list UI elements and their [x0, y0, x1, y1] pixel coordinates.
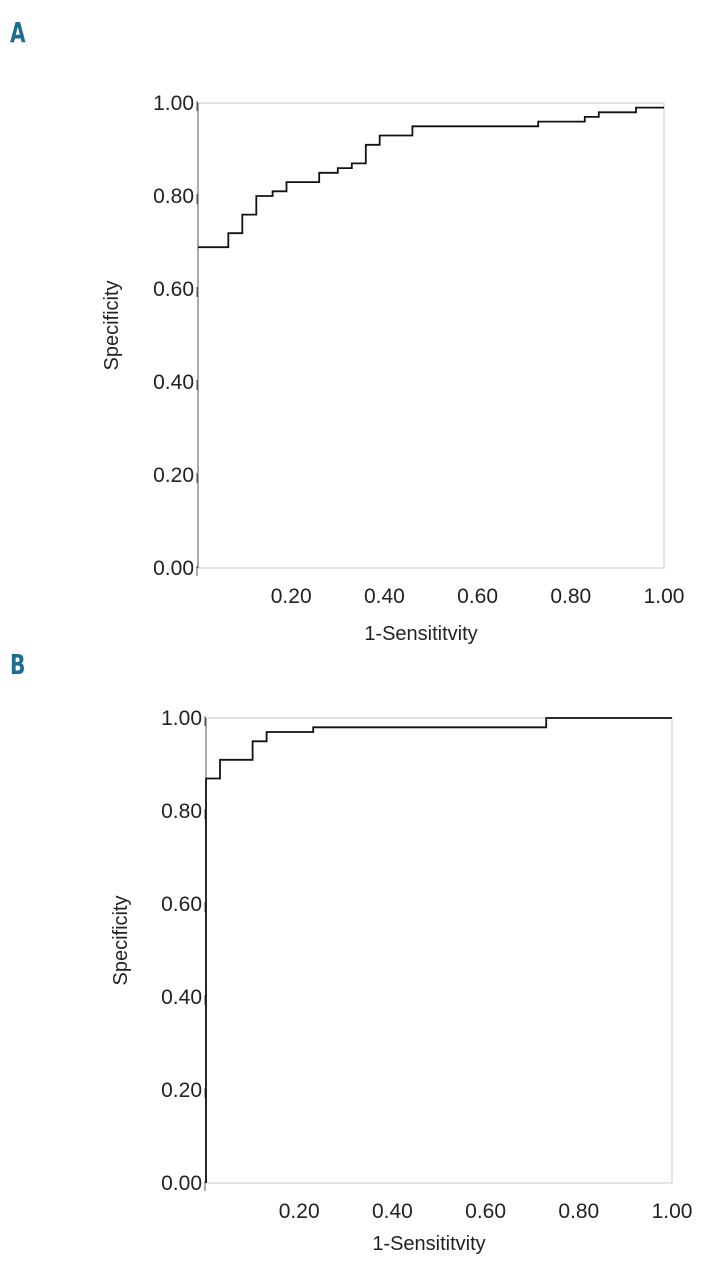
y-tick-label-a-0: 0.00 [153, 557, 194, 580]
x-tick-label-a-1: 0.40 [364, 585, 405, 608]
y-tick-label-b-4: 0.80 [161, 800, 202, 823]
x-tick-label-b-3: 0.80 [558, 1200, 599, 1223]
plot-frame-a [197, 102, 665, 569]
panel-label-a: A [10, 16, 26, 49]
x-axis-title-a: 1-Sensititvity [364, 623, 477, 645]
roc-curve-a-0 [198, 106, 664, 249]
roc-chart-a: 0.00 0.20 0.40 0.60 0.80 1.00 0.20 0.40 0.60 0.80… [101, 92, 684, 645]
y-tick-label-a-1: 0.20 [153, 464, 194, 487]
y-axis-title-a: Specificity [101, 280, 123, 370]
plot-frame-b [205, 717, 673, 1184]
x-axis-title-b: 1-Sensititvity [372, 1233, 485, 1255]
x-tick-label-b-1: 0.40 [372, 1200, 413, 1223]
y-tick-label-a-4: 0.80 [153, 185, 194, 208]
x-tick-label-a-4: 1.00 [644, 585, 685, 608]
x-tick-label-a-3: 0.80 [550, 585, 591, 608]
y-tick-label-b-5: 1.00 [161, 707, 202, 730]
roc-chart-b: 0.00 0.20 0.40 0.60 0.80 1.00 0.20 0.40 0.60 0.80… [110, 707, 692, 1255]
y-tick-label-b-2: 0.40 [161, 986, 202, 1009]
panel-label-b: B [10, 648, 26, 681]
roc-curve-b-0 [205, 717, 672, 1183]
y-tick-label-a-3: 0.60 [153, 278, 194, 301]
y-tick-label-b-3: 0.60 [161, 893, 202, 916]
y-tick-label-b-1: 0.20 [161, 1079, 202, 1102]
x-tick-label-b-2: 0.60 [465, 1200, 506, 1223]
y-tick-label-a-5: 1.00 [153, 92, 194, 115]
x-tick-label-b-0: 0.20 [279, 1200, 320, 1223]
y-tick-label-a-2: 0.40 [153, 371, 194, 394]
x-tick-label-a-0: 0.20 [271, 585, 312, 608]
x-tick-label-a-2: 0.60 [457, 585, 498, 608]
x-tick-label-b-4: 1.00 [652, 1200, 693, 1223]
y-tick-label-b-0: 0.00 [161, 1172, 202, 1195]
y-axis-title-b: Specificity [110, 895, 132, 985]
